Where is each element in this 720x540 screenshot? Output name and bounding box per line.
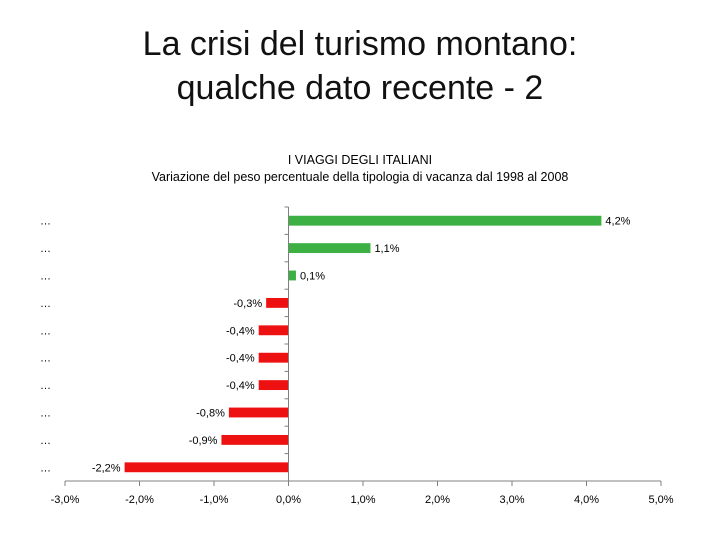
- value-axis-tick-label: 1,0%: [350, 494, 375, 506]
- value-axis-tick-label: 3,0%: [499, 494, 524, 506]
- bar: [288, 243, 371, 254]
- slide-title: La crisi del turismo montano: qualche da…: [0, 22, 720, 110]
- chart-title: I VIAGGI DEGLI ITALIANI: [287, 153, 433, 167]
- slide-title-line-1: La crisi del turismo montano:: [142, 25, 578, 63]
- category-label: …: [40, 325, 51, 337]
- category-label: …: [40, 243, 51, 255]
- value-axis-tick-label: 4,0%: [574, 494, 599, 506]
- bar: [258, 352, 289, 363]
- category-label: …: [40, 462, 51, 474]
- bar: [288, 270, 296, 281]
- slide-title-line-2: qualche dato recente - 2: [176, 69, 544, 107]
- value-axis-tick-label: 5,0%: [648, 494, 673, 506]
- data-label: -0,4%: [226, 353, 255, 365]
- bar: [124, 462, 289, 473]
- data-label: -0,8%: [196, 408, 225, 420]
- category-label: …: [40, 435, 51, 447]
- chart-subtitle: Variazione del peso percentuale della ti…: [151, 170, 569, 184]
- category-label: …: [40, 408, 51, 420]
- category-label: …: [40, 216, 51, 228]
- bar: [288, 215, 602, 226]
- bar: [258, 380, 289, 391]
- bar: [258, 325, 289, 336]
- value-axis-tick-label: -2,0%: [125, 494, 154, 506]
- data-label: 0,1%: [300, 271, 325, 283]
- bar: [266, 297, 289, 308]
- data-label: 4,2%: [605, 216, 630, 228]
- value-axis-tick-label: 0,0%: [276, 494, 301, 506]
- category-label: …: [40, 298, 51, 310]
- chart-title-block: I VIAGGI DEGLI ITALIANI Variazione del p…: [0, 152, 720, 186]
- data-label: 1,1%: [374, 243, 399, 255]
- bar: [221, 434, 289, 445]
- data-label: -0,4%: [226, 380, 255, 392]
- bar: [228, 407, 289, 418]
- category-label: …: [40, 380, 51, 392]
- value-axis-tick-label: 2,0%: [425, 494, 450, 506]
- data-label: -2,2%: [92, 462, 121, 474]
- category-label: …: [40, 353, 51, 365]
- data-label: -0,9%: [189, 435, 218, 447]
- data-label: -0,4%: [226, 325, 255, 337]
- category-label: …: [40, 271, 51, 283]
- data-label: -0,3%: [233, 298, 262, 310]
- value-axis-tick-label: -1,0%: [200, 494, 229, 506]
- value-axis-tick-label: -3,0%: [51, 494, 80, 506]
